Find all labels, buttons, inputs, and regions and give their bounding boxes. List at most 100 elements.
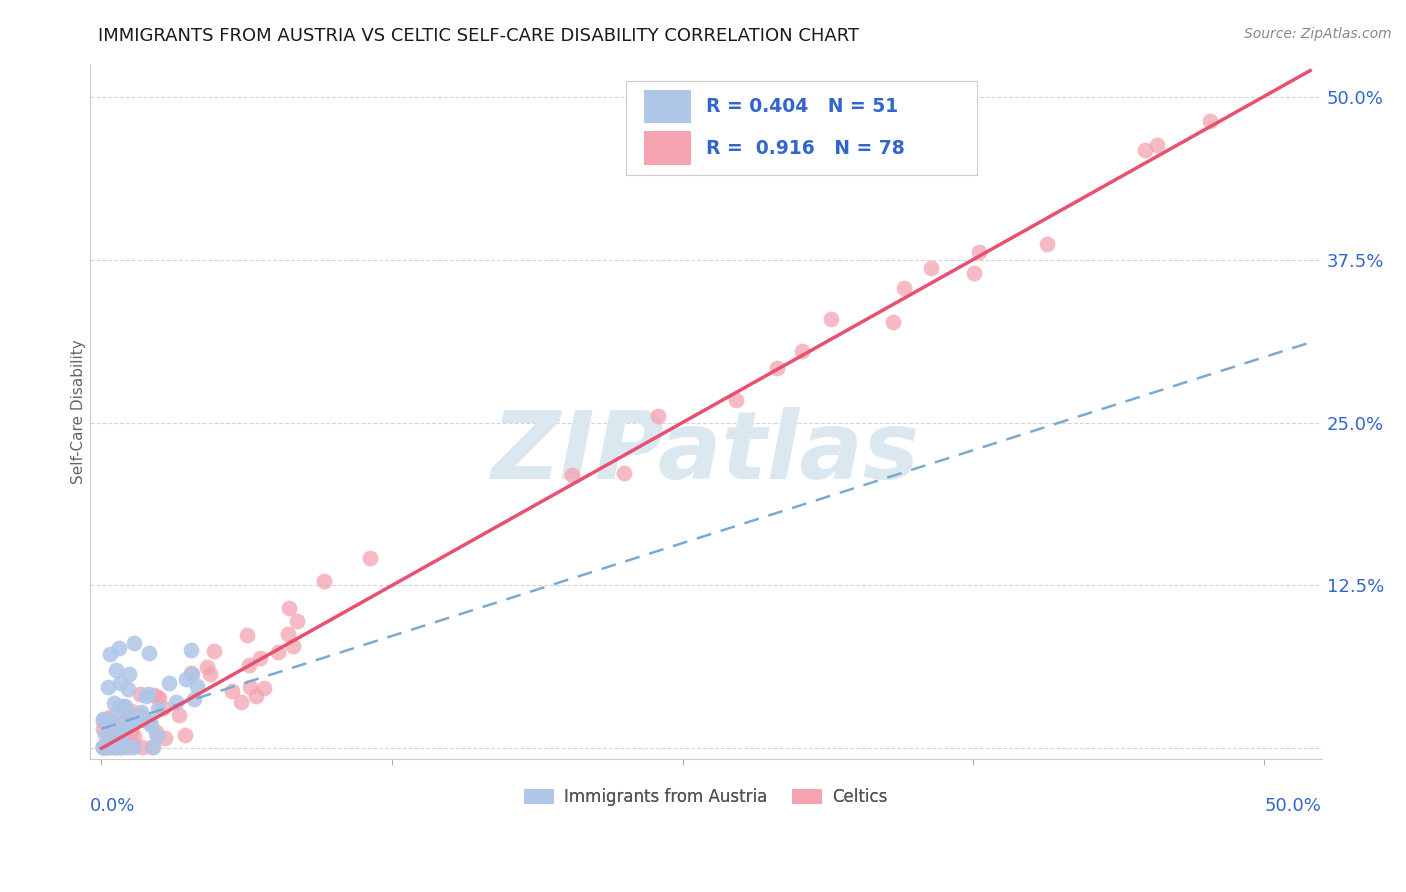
Point [1035,237,1057,252]
Point [277,627,299,641]
Point [94,712,117,726]
Point [238,657,260,672]
Point [129,687,152,701]
Point [135,689,157,703]
Point [125,708,148,723]
Point [104,740,127,755]
Point [110,740,132,755]
Point [145,725,167,739]
Point [148,690,170,705]
Point [157,676,180,690]
Point [120,725,142,739]
Point [93,714,115,729]
Point [142,740,165,755]
Text: R = 0.404   N = 51: R = 0.404 N = 51 [706,97,898,116]
Point [91,740,114,755]
Point [110,734,132,748]
Point [98,740,121,755]
Point [101,735,124,749]
Point [93,740,115,755]
Point [765,360,787,375]
Point [120,704,142,718]
Point [131,740,153,755]
Point [121,740,143,755]
Point [96,740,118,755]
Point [107,740,129,755]
Point [104,714,127,729]
Point [117,682,139,697]
Point [312,574,335,588]
Point [131,710,153,724]
Point [111,699,134,714]
Point [115,711,138,725]
Point [792,344,814,359]
Point [97,713,120,727]
Point [195,660,218,674]
Point [101,716,124,731]
Point [231,695,253,709]
Point [148,702,170,716]
Point [98,740,121,755]
Point [96,740,118,755]
Point [138,715,160,730]
Point [97,681,120,695]
Point [94,727,117,741]
Point [613,467,636,481]
Point [110,715,132,730]
Point [136,687,159,701]
Point [114,740,136,755]
Point [1133,144,1156,158]
Point [893,281,915,295]
Point [143,689,166,703]
Point [127,711,149,725]
Y-axis label: Self-Care Disability: Self-Care Disability [72,339,86,483]
Point [103,696,125,710]
Point [91,712,114,726]
Point [101,736,124,750]
Point [920,260,942,275]
Point [111,735,134,749]
Point [96,725,118,739]
Point [724,392,747,407]
Point [129,705,152,719]
Point [105,663,128,677]
FancyBboxPatch shape [644,90,690,123]
Point [183,692,205,706]
Text: R =  0.916   N = 78: R = 0.916 N = 78 [706,138,904,158]
Point [1198,114,1220,128]
Point [118,715,141,730]
Point [138,646,160,660]
Text: ZIPatlas: ZIPatlas [492,407,920,500]
Point [180,643,202,657]
Text: 50.0%: 50.0% [1265,797,1322,815]
Point [180,665,202,680]
Point [122,636,145,650]
Point [561,468,583,483]
Point [174,728,197,742]
Point [281,640,304,654]
Point [98,647,121,661]
Legend: Immigrants from Austria, Celtics: Immigrants from Austria, Celtics [517,781,894,813]
Point [114,703,136,717]
Point [122,738,145,752]
Point [107,641,129,656]
Point [882,315,904,329]
Point [110,740,132,755]
Point [98,710,121,724]
Point [253,681,276,696]
Point [146,690,169,704]
Point [108,700,131,714]
Text: 0.0%: 0.0% [90,797,135,815]
Point [287,615,309,629]
Point [141,718,163,732]
Point [98,730,121,744]
Point [278,600,301,615]
Point [117,667,139,681]
Point [104,740,127,755]
Point [108,675,131,690]
FancyBboxPatch shape [644,131,690,165]
Point [132,713,155,727]
Point [91,740,114,755]
Point [114,698,136,713]
Point [202,644,225,658]
